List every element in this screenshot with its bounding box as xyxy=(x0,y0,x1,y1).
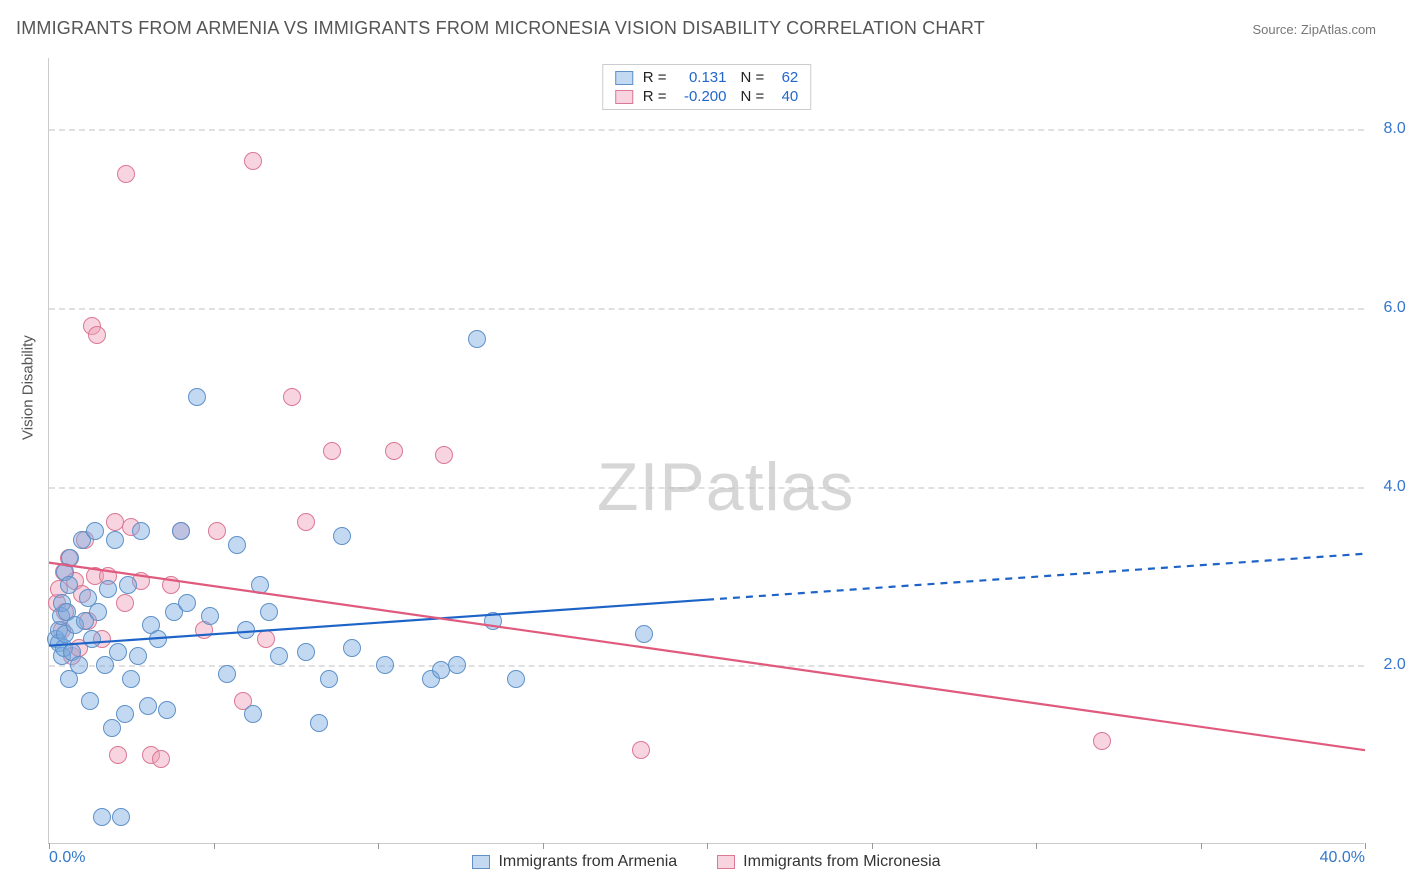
legend-bottom-item: Immigrants from Armenia xyxy=(472,853,677,871)
legend-n-label: N = xyxy=(741,88,765,105)
y-tick-label: 2.0% xyxy=(1370,656,1406,674)
chart-title: IMMIGRANTS FROM ARMENIA VS IMMIGRANTS FR… xyxy=(16,18,985,39)
legend-swatch xyxy=(472,855,490,869)
legend-n-value: 40 xyxy=(770,88,798,105)
legend-r-label: R = xyxy=(643,69,667,86)
trend-armenia-solid xyxy=(49,600,707,646)
legend-swatch xyxy=(615,71,633,85)
plot-area: 2.0%4.0%6.0%8.0%0.0%40.0%ZIPatlasR =0.13… xyxy=(48,58,1364,844)
legend-bottom: Immigrants from Armenia Immigrants from M… xyxy=(49,853,1364,871)
source-label: Source: ZipAtlas.com xyxy=(1252,22,1376,37)
legend-r-value: 0.131 xyxy=(673,69,727,86)
legend-r-value: -0.200 xyxy=(673,88,727,105)
trend-micronesia-solid xyxy=(49,563,1365,751)
legend-n-label: N = xyxy=(741,69,765,86)
legend-r-label: R = xyxy=(643,88,667,105)
legend-swatch xyxy=(717,855,735,869)
legend-swatch xyxy=(615,90,633,104)
legend-bottom-item: Immigrants from Micronesia xyxy=(717,853,940,871)
legend-top-row: R = 0.131 N = 62 xyxy=(615,68,799,87)
y-tick-label: 8.0% xyxy=(1370,120,1406,138)
y-tick-label: 4.0% xyxy=(1370,478,1406,496)
trend-overlay xyxy=(49,58,1365,844)
x-tick-mark xyxy=(1365,843,1366,849)
legend-top: R = 0.131 N = 62 R = -0.200 N = 40 xyxy=(602,64,812,110)
trend-armenia-ext xyxy=(707,554,1365,600)
legend-bottom-label: Immigrants from Armenia xyxy=(498,853,677,871)
y-axis-label: Vision Disability xyxy=(20,335,37,440)
legend-top-row: R = -0.200 N = 40 xyxy=(615,87,799,106)
y-tick-label: 6.0% xyxy=(1370,299,1406,317)
legend-n-value: 62 xyxy=(770,69,798,86)
legend-bottom-label: Immigrants from Micronesia xyxy=(743,853,940,871)
